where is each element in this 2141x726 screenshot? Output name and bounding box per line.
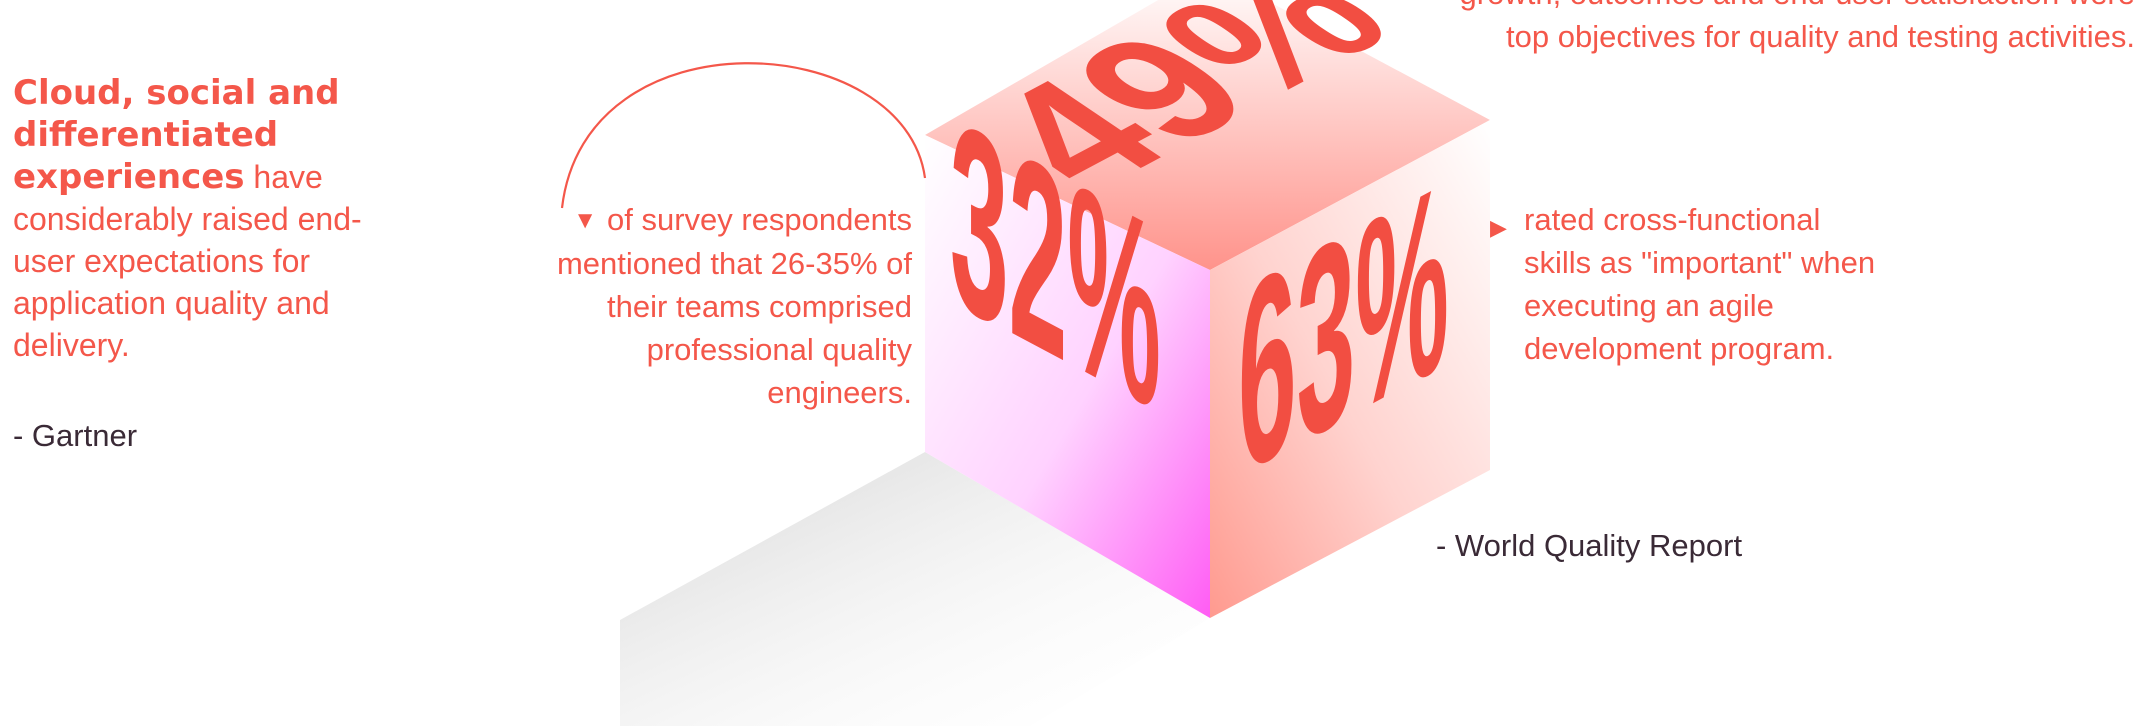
quote-body: have considerably raised end-user expect… xyxy=(13,159,362,363)
cube-shadow xyxy=(620,452,1210,726)
gartner-quote: Cloud, social and differentiated experie… xyxy=(13,72,373,366)
stat-32-text: of survey respondents mentioned that 26-… xyxy=(556,202,912,410)
report-source: - World Quality Report xyxy=(1436,528,1743,563)
stat-63-description: ▶ rated cross-functional skills as "impo… xyxy=(1490,198,1890,370)
quote-source: - Gartner xyxy=(13,418,138,453)
stat-49-description: growth, outcomes and end-user satisfacti… xyxy=(1300,0,2135,58)
quote-highlight: Cloud, social and differentiated experie… xyxy=(13,73,340,197)
curved-arrow-icon xyxy=(560,62,927,209)
stat-63-text: rated cross-functional skills as "import… xyxy=(1524,202,1876,366)
stat-49-line-2: top objectives for quality and testing a… xyxy=(1506,19,2135,54)
cube-top-face xyxy=(925,0,1490,270)
triangle-down-icon: ▼ xyxy=(573,207,597,234)
cube-right-face xyxy=(1210,120,1490,618)
stat-32-description: ▼ of survey respondents mentioned that 26… xyxy=(520,198,912,414)
triangle-right-icon: ▶ xyxy=(1490,215,1507,240)
stat-49-line-1: growth, outcomes and end-user satisfacti… xyxy=(1300,0,2135,15)
cube-left-face xyxy=(925,135,1210,618)
